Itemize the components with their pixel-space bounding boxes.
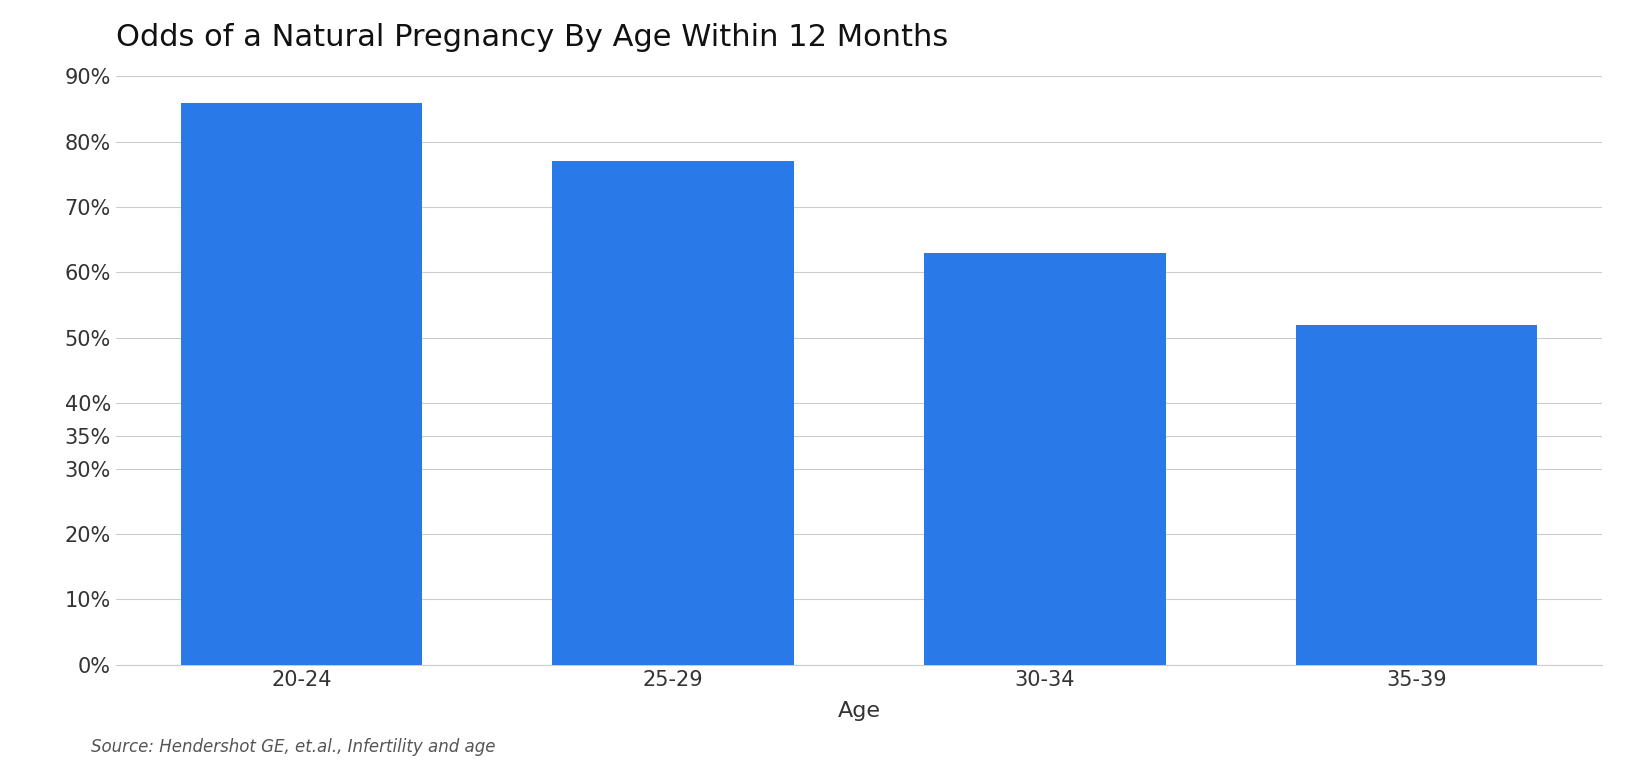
Bar xyxy=(180,102,423,665)
Bar xyxy=(923,253,1166,665)
X-axis label: Age: Age xyxy=(838,701,881,720)
Bar xyxy=(1295,325,1538,665)
Text: Odds of a Natural Pregnancy By Age Within 12 Months: Odds of a Natural Pregnancy By Age Withi… xyxy=(116,23,948,52)
Text: Source: Hendershot GE, et.al., Infertility and age: Source: Hendershot GE, et.al., Infertili… xyxy=(91,738,496,756)
Bar xyxy=(552,161,795,665)
